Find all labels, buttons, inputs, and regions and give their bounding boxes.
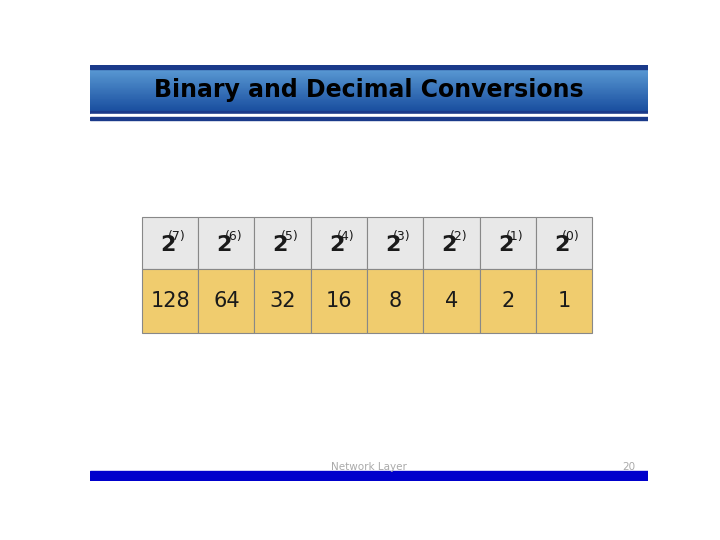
Bar: [198, 269, 254, 333]
Bar: [90, 96, 648, 97]
Bar: [536, 217, 593, 269]
Bar: [311, 269, 367, 333]
Bar: [90, 93, 648, 94]
Bar: [90, 105, 648, 107]
Bar: [90, 84, 648, 85]
Bar: [90, 68, 648, 70]
Text: Network Layer: Network Layer: [331, 462, 407, 472]
Bar: [254, 217, 311, 269]
Bar: [90, 84, 648, 85]
Bar: [90, 98, 648, 99]
Bar: [311, 217, 367, 269]
Bar: [90, 117, 648, 120]
Bar: [90, 105, 648, 106]
Bar: [90, 70, 648, 71]
Text: 2: 2: [273, 235, 288, 255]
Bar: [90, 96, 648, 97]
Bar: [90, 114, 648, 117]
Text: 20: 20: [622, 462, 635, 472]
Text: 1: 1: [557, 291, 571, 311]
Bar: [90, 86, 648, 87]
Bar: [90, 69, 648, 70]
Bar: [90, 80, 648, 82]
Bar: [367, 269, 423, 333]
Bar: [90, 110, 648, 111]
Bar: [90, 92, 648, 93]
Bar: [90, 71, 648, 72]
Bar: [90, 72, 648, 73]
Bar: [254, 269, 311, 333]
Bar: [90, 94, 648, 96]
Bar: [90, 104, 648, 105]
Bar: [198, 217, 254, 269]
Bar: [142, 269, 198, 333]
Bar: [90, 72, 648, 74]
Bar: [90, 77, 648, 78]
Text: (3): (3): [393, 231, 411, 244]
Bar: [90, 102, 648, 103]
Text: 8: 8: [389, 291, 402, 311]
Text: 2: 2: [160, 235, 176, 255]
Bar: [90, 79, 648, 80]
Bar: [90, 90, 648, 91]
Text: 16: 16: [325, 291, 352, 311]
Text: (2): (2): [450, 231, 467, 244]
Text: 32: 32: [269, 291, 296, 311]
Bar: [90, 111, 648, 114]
Bar: [90, 85, 648, 86]
Bar: [90, 81, 648, 82]
Bar: [90, 83, 648, 84]
Bar: [90, 73, 648, 75]
Bar: [90, 97, 648, 98]
Bar: [90, 65, 648, 69]
Bar: [90, 99, 648, 100]
Bar: [90, 75, 648, 76]
Text: 2: 2: [498, 235, 513, 255]
Bar: [90, 471, 648, 481]
Text: 4: 4: [445, 291, 458, 311]
Bar: [90, 76, 648, 77]
Text: 2: 2: [385, 235, 400, 255]
Text: 64: 64: [213, 291, 240, 311]
Text: (7): (7): [168, 231, 186, 244]
Bar: [423, 269, 480, 333]
Bar: [90, 106, 648, 107]
Bar: [90, 78, 648, 79]
Text: 2: 2: [329, 235, 344, 255]
Bar: [90, 90, 648, 91]
Bar: [90, 93, 648, 95]
Bar: [367, 217, 423, 269]
Bar: [90, 103, 648, 104]
Text: (6): (6): [225, 231, 242, 244]
Bar: [90, 107, 648, 109]
Bar: [90, 109, 648, 110]
Bar: [480, 217, 536, 269]
Text: 2: 2: [441, 235, 457, 255]
Text: (1): (1): [506, 231, 523, 244]
Bar: [90, 82, 648, 83]
Bar: [90, 87, 648, 88]
Bar: [90, 102, 648, 103]
Text: 2: 2: [216, 235, 232, 255]
Bar: [90, 100, 648, 102]
Bar: [90, 87, 648, 89]
Bar: [423, 217, 480, 269]
Bar: [90, 99, 648, 101]
Text: (4): (4): [337, 231, 355, 244]
Text: (5): (5): [281, 231, 299, 244]
Text: (0): (0): [562, 231, 580, 244]
Bar: [480, 269, 536, 333]
Bar: [142, 217, 198, 269]
Bar: [90, 89, 648, 90]
Bar: [90, 74, 648, 76]
Bar: [90, 78, 648, 80]
Text: 2: 2: [501, 291, 514, 311]
Bar: [90, 91, 648, 92]
Bar: [536, 269, 593, 333]
Text: 2: 2: [554, 235, 570, 255]
Text: 128: 128: [150, 291, 190, 311]
Text: Binary and Decimal Conversions: Binary and Decimal Conversions: [154, 78, 584, 102]
Bar: [90, 108, 648, 109]
